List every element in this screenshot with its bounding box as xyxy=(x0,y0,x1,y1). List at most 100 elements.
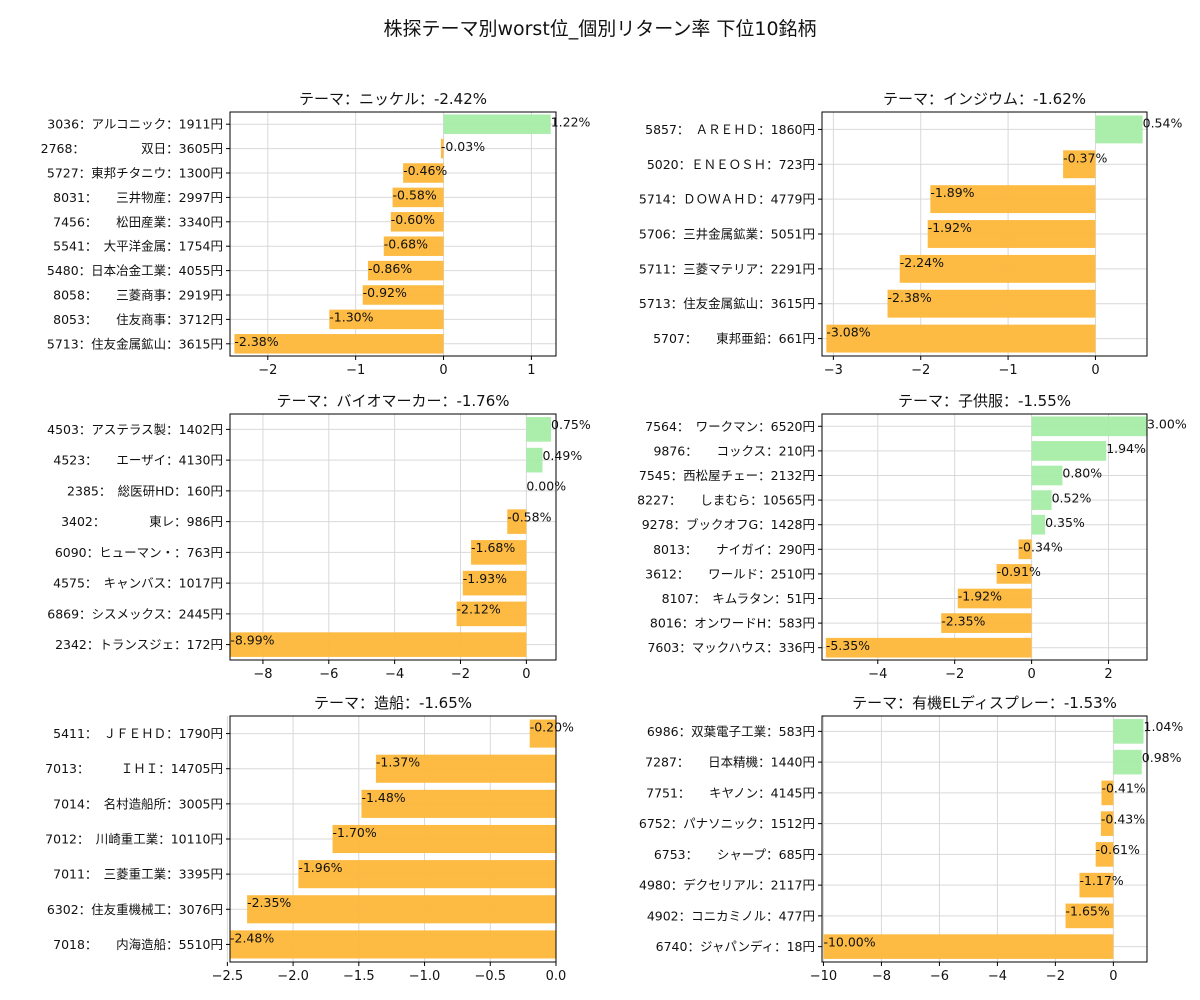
chart-panel-2: テーマ：インジウム：-1.62% 0.54% -0.37% -1.89% -1.92% -… xyxy=(639,90,1183,378)
bar-value-label: -1.65% xyxy=(1066,904,1110,919)
category-label: 5857： ＡＲＥＨＤ：1860円 xyxy=(645,122,815,137)
bar xyxy=(996,564,1032,584)
x-tick-label: −8 xyxy=(253,667,272,682)
bar-value-label: -0.43% xyxy=(1101,811,1145,826)
bar xyxy=(1031,416,1147,437)
bar-value-label: -0.58% xyxy=(507,509,551,524)
bar-value-label: -0.20% xyxy=(530,720,574,735)
panel-title: テーマ：ニッケル：-2.42% xyxy=(299,90,487,108)
bar xyxy=(1113,719,1144,744)
bar-value-label: -0.37% xyxy=(1063,150,1107,165)
category-label: 6302：住友重機械工：3076円 xyxy=(47,902,223,917)
bar xyxy=(1031,490,1052,510)
x-tick-label: 0 xyxy=(522,667,530,682)
category-label: 3612： ワールド：2510円 xyxy=(645,566,815,581)
bar-value-label: -3.08% xyxy=(826,325,870,340)
category-label: 4503：アステラス製：1402円 xyxy=(47,422,223,437)
category-label: 5714：ＤＯＷＡＨＤ：4779円 xyxy=(639,192,815,207)
bar-value-label: 1.22% xyxy=(551,114,591,129)
x-tick-label: −1.0 xyxy=(409,969,441,984)
bar xyxy=(329,309,444,330)
category-label: 5020：ＥＮＥＯＳＨ：723円 xyxy=(647,157,815,172)
bar xyxy=(230,930,556,959)
category-label: 5727：東邦チタニウ：1300円 xyxy=(47,166,223,181)
bar xyxy=(367,260,444,281)
figure-title: 株探テーマ別worst位_個別リターン率 下位10銘柄 xyxy=(383,18,817,40)
bar xyxy=(361,789,556,818)
bar xyxy=(1031,441,1107,461)
panel-title: テーマ：子供服：-1.55% xyxy=(898,392,1071,410)
category-label: 6986：双葉電子工業：583円 xyxy=(647,724,815,739)
category-label: 6869：シスメックス：2445円 xyxy=(47,606,223,621)
bar-value-label: 0.54% xyxy=(1143,115,1183,130)
bar xyxy=(1113,749,1142,775)
bar-value-label: -0.58% xyxy=(393,188,437,203)
bar-value-label: -0.61% xyxy=(1096,842,1140,857)
chart-panel-4: テーマ：子供服：-1.55% 3.00%1.94% 0.80% 0.52% 0.35% -… xyxy=(637,392,1187,682)
bar-value-label: -1.37% xyxy=(376,755,420,770)
chart-panel-5: テーマ：造船：-1.65% -0.20% -1.37% -1.48% -1.70% -1.… xyxy=(45,694,574,984)
category-label: 7751： キヤノン：4145円 xyxy=(646,785,815,800)
bar-value-label: -0.46% xyxy=(403,163,447,178)
bar xyxy=(1100,811,1114,836)
bar-value-label: -1.48% xyxy=(361,790,405,805)
bar-value-label: -1.92% xyxy=(958,589,1002,604)
bar xyxy=(957,588,1032,609)
category-label: 7013： ＩＨＩ：14705円 xyxy=(45,761,223,776)
bar xyxy=(392,187,444,208)
category-label: 8031： 三井物産：2997円 xyxy=(53,190,223,205)
x-tick-label: −2 xyxy=(1046,969,1065,984)
x-tick-label: 0.0 xyxy=(546,969,567,984)
bar-value-label: -0.68% xyxy=(384,236,428,251)
bar-value-label: -0.34% xyxy=(1019,539,1063,554)
bar-value-label: 0.98% xyxy=(1142,750,1182,765)
bar xyxy=(826,324,1096,353)
x-tick-label: −1.5 xyxy=(343,969,375,984)
category-label: 8053： 住友商事：3712円 xyxy=(53,312,223,327)
x-tick-label: −1 xyxy=(346,363,365,378)
bar-value-label: -2.24% xyxy=(900,255,944,270)
category-label: 5711：三菱マテリア：2291円 xyxy=(639,261,815,276)
bar-value-label: -1.89% xyxy=(930,185,974,200)
category-label: 7018： 内海造船：5510円 xyxy=(53,937,223,952)
bar-value-label: -0.91% xyxy=(997,564,1041,579)
x-tick-label: −8 xyxy=(872,969,891,984)
category-label: 8227： しまむら：10565円 xyxy=(637,493,815,508)
x-tick-label: −4 xyxy=(988,969,1007,984)
bar-value-label: -0.41% xyxy=(1101,781,1145,796)
category-label: 2342：トランスジェ：172円 xyxy=(55,637,223,652)
category-label: 5480：日本冶金工業：4055円 xyxy=(47,263,223,278)
category-label: 5411： ＪＦＥＨＤ：1790円 xyxy=(53,726,223,741)
category-label: 9278：ブックオフG：1428円 xyxy=(642,517,815,532)
bar-value-label: -2.35% xyxy=(247,895,291,910)
bar-value-label: 0.75% xyxy=(551,417,591,432)
bar-value-label: -0.60% xyxy=(391,212,435,227)
bar xyxy=(526,447,543,473)
category-label: 6752：パナソニック：1512円 xyxy=(639,816,815,831)
x-tick-label: −6 xyxy=(319,667,338,682)
x-tick-label: 0 xyxy=(1109,969,1117,984)
bar-value-label: -8.99% xyxy=(230,632,274,647)
category-label: 2385： 総医研HD：160円 xyxy=(67,483,223,498)
category-label: 8107： キムラタン：51円 xyxy=(662,591,815,606)
x-tick-label: 0 xyxy=(1027,667,1035,682)
category-label: 7011： 三菱重工業：3395円 xyxy=(53,867,223,882)
bar xyxy=(462,570,527,596)
bar-value-label: 0.52% xyxy=(1052,490,1092,505)
bar xyxy=(471,540,527,565)
category-label: 8013： ナイガイ：290円 xyxy=(653,542,815,557)
x-tick-label: −6 xyxy=(930,969,949,984)
bar-value-label: -0.86% xyxy=(368,261,412,276)
chart-panel-1: テーマ：ニッケル：-2.42% 1.22% -0.03% -0.46% -0.58% -0… xyxy=(41,90,591,378)
bar-value-label: -1.92% xyxy=(928,220,972,235)
bar-value-label: -5.35% xyxy=(826,638,870,653)
bar xyxy=(1095,115,1143,144)
category-label: 7545：西松屋チェー：2132円 xyxy=(639,468,815,483)
bar xyxy=(332,824,556,854)
plot-frame xyxy=(821,715,1148,963)
category-label: 7012： 川崎重工業：10110円 xyxy=(45,832,223,847)
category-label: 5707： 東邦亜鉛：661円 xyxy=(653,331,815,346)
bar xyxy=(383,236,444,256)
bar-value-label: 0.35% xyxy=(1045,515,1085,530)
